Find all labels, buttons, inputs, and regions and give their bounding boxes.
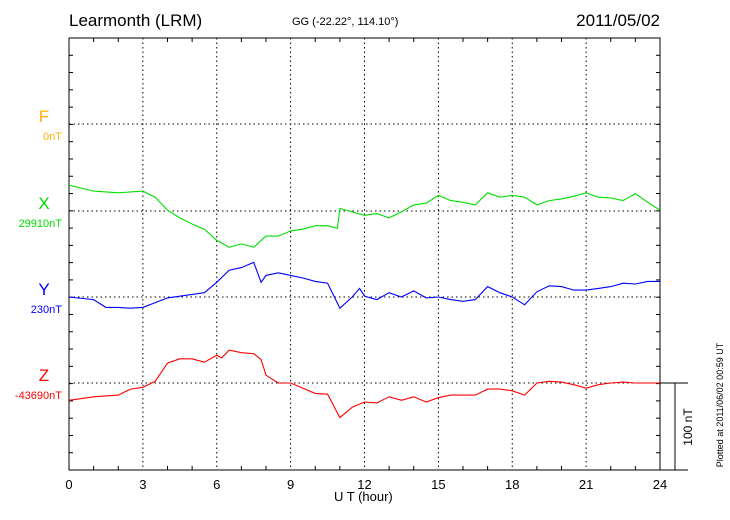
series-lines bbox=[68, 184, 661, 419]
component-label-f: F bbox=[38, 107, 50, 126]
x-tick-label: 3 bbox=[139, 477, 146, 492]
x-tick-label: 15 bbox=[431, 477, 445, 492]
component-label-y: Y bbox=[38, 280, 50, 299]
grid-lines bbox=[69, 38, 660, 470]
x-tick-labels: 0 3 6 9 12 15 18 21 24 bbox=[65, 477, 667, 492]
scale-bar-label: 100 nT bbox=[681, 408, 695, 446]
axis-ticks bbox=[69, 38, 660, 471]
component-label-x: X bbox=[38, 194, 50, 213]
chart-subtitle-coordinates: GG (-22.22°, 114.10°) bbox=[292, 16, 399, 28]
scale-bar bbox=[660, 382, 688, 471]
series-line-z bbox=[68, 349, 660, 419]
x-tick-label: 6 bbox=[213, 477, 220, 492]
baseline-value-y: 230nT bbox=[30, 304, 62, 316]
baseline-value-z: -43690nT bbox=[14, 390, 62, 402]
plotted-timestamp: Plotted at 2011/06/02 00:59 UT bbox=[715, 342, 725, 467]
x-tick-label: 9 bbox=[287, 477, 294, 492]
chart-title: Learmonth (LRM) bbox=[69, 11, 203, 30]
baseline-value-f: 0nT bbox=[43, 131, 62, 143]
baseline-value-x: 29910nT bbox=[18, 218, 62, 230]
x-tick-label: 0 bbox=[65, 477, 72, 492]
component-label-z: Z bbox=[38, 366, 50, 385]
x-tick-label: 18 bbox=[505, 477, 519, 492]
series-line-x bbox=[68, 184, 661, 248]
x-axis-label: U T (hour) bbox=[334, 489, 393, 504]
plot-frame bbox=[68, 37, 661, 471]
x-tick-label: 12 bbox=[357, 477, 371, 492]
series-line-y bbox=[68, 261, 660, 310]
x-tick-label: 24 bbox=[653, 477, 667, 492]
chart-date: 2011/05/02 bbox=[576, 11, 660, 30]
x-tick-label: 21 bbox=[579, 477, 593, 492]
